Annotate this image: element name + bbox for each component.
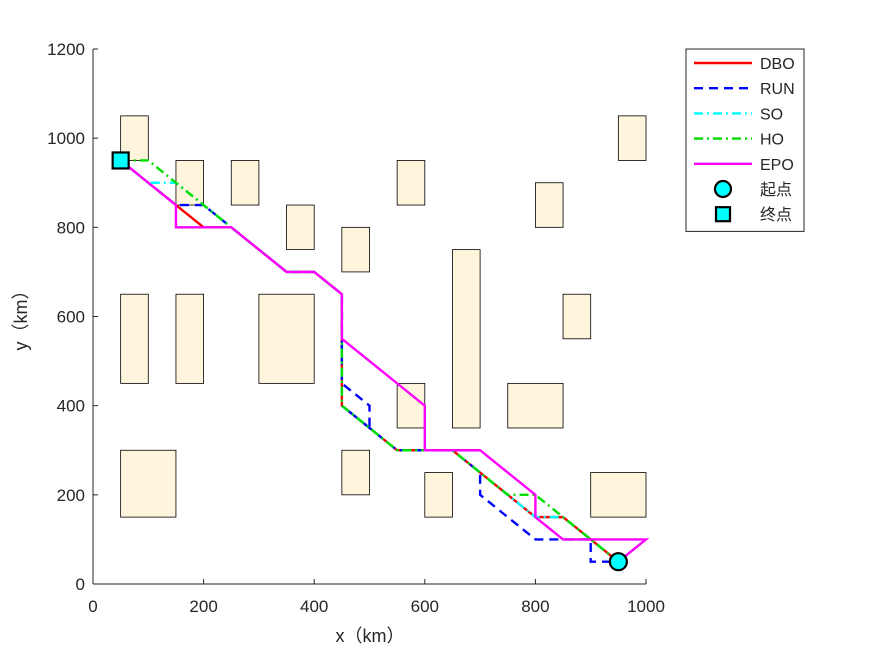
y-tick-label: 1200 (47, 40, 85, 59)
obstacle-rect (120, 449, 177, 518)
obstacles-layer (120, 115, 647, 518)
y-tick-label: 1000 (47, 129, 85, 148)
legend-label: SO (760, 106, 783, 123)
obstacle-rect (341, 226, 370, 273)
obstacle-rect (590, 472, 647, 518)
y-tick-label: 600 (57, 308, 85, 327)
obstacle-rect (452, 249, 481, 429)
x-tick-label: 800 (521, 597, 549, 616)
legend-label: HO (760, 132, 784, 149)
x-axis-label: x（km） (336, 626, 405, 646)
obstacle-rect (258, 293, 315, 384)
legend-end-marker (714, 206, 732, 223)
obstacle-rect (286, 204, 315, 251)
obstacle-rect (341, 449, 370, 496)
obstacle-rect (562, 293, 592, 340)
y-tick-label: 200 (57, 486, 85, 505)
x-tick-label: 600 (411, 597, 439, 616)
obstacle-rect (617, 115, 647, 161)
series-line-epo (119, 159, 650, 563)
y-tick-label: 800 (57, 218, 85, 237)
obstacle-rect (396, 160, 426, 206)
x-tick-label: 400 (300, 597, 328, 616)
legend-label: 起点 (760, 181, 792, 199)
legend-box (685, 48, 805, 232)
series-layer (119, 159, 650, 563)
obstacle-rect (507, 382, 564, 429)
end-marker (111, 151, 130, 170)
legend-start-marker (713, 179, 733, 199)
obstacle-rect (396, 382, 426, 429)
y-axis-label: y（km） (11, 282, 31, 351)
obstacle-rect (175, 293, 204, 384)
y-tick-label: 0 (76, 575, 85, 594)
markers-layer (111, 151, 628, 572)
legend-label: RUN (760, 81, 795, 98)
axes-layer: 0 200 400 600 800 1000 0 200 400 600 800 1000 1200 (47, 40, 665, 616)
obstacle-rect (120, 293, 149, 384)
obstacle-rect (175, 160, 204, 206)
series-line-run (119, 159, 619, 563)
obstacle-rect (424, 472, 453, 518)
y-tick-label: 400 (57, 397, 85, 416)
start-marker (608, 552, 628, 572)
x-tick-label: 200 (189, 597, 217, 616)
x-tick-label: 1000 (627, 597, 665, 616)
x-tick-label: 0 (88, 597, 97, 616)
obstacle-rect (535, 182, 564, 228)
legend-label: 终点 (760, 206, 792, 224)
legend-label: DBO (760, 56, 795, 73)
obstacle-rect (230, 160, 260, 206)
legend-label: EPO (760, 157, 794, 174)
